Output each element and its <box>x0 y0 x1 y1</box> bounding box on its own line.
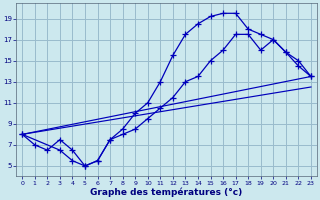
X-axis label: Graphe des températures (°c): Graphe des températures (°c) <box>91 188 243 197</box>
